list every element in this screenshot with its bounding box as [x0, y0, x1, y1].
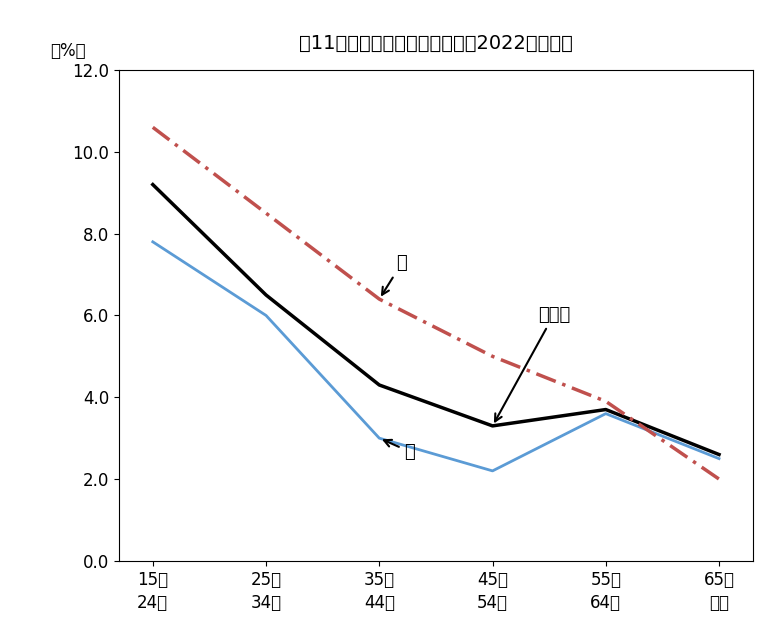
Text: 男女計: 男女計 [495, 305, 570, 421]
Text: 女: 女 [382, 255, 407, 295]
Y-axis label: （%）: （%） [50, 42, 86, 60]
Title: 図11　年齢階級別転職者比率（2022年平均）: 図11 年齢階級別転職者比率（2022年平均） [299, 34, 573, 53]
Text: 男: 男 [384, 440, 415, 461]
